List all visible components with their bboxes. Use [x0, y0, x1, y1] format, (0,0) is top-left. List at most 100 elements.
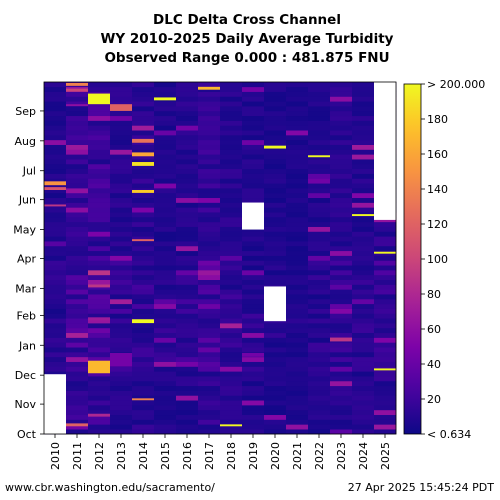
turbidity-event-2015 — [154, 97, 176, 101]
heatmap-cell — [242, 303, 265, 309]
heatmap-cell — [66, 236, 89, 242]
heatmap-cell — [88, 318, 111, 324]
heatmap-cell — [132, 376, 155, 382]
heatmap-cell — [374, 385, 397, 391]
heatmap-cell — [286, 82, 309, 88]
heatmap-cell — [176, 284, 199, 290]
heatmap-cell — [154, 135, 177, 141]
heatmap-cell — [88, 395, 111, 401]
heatmap-cell — [154, 236, 177, 242]
heatmap-cell — [264, 192, 287, 199]
heatmap-cell — [44, 313, 67, 319]
heatmap-cell — [198, 110, 221, 117]
heatmap-cell — [220, 409, 243, 416]
heatmap-cell — [242, 395, 265, 401]
heatmap-cell — [286, 332, 309, 338]
heatmap-cell — [154, 197, 177, 203]
heatmap-cell — [242, 380, 265, 387]
heatmap-cell — [198, 409, 221, 416]
heatmap-cell — [242, 323, 265, 329]
heatmap-cell — [242, 347, 265, 353]
turbidity-event-2013 — [110, 352, 132, 367]
heatmap-cell — [352, 279, 375, 285]
heatmap-cell — [330, 149, 353, 155]
heatmap-cell — [374, 245, 397, 252]
heatmap-cell — [176, 91, 199, 97]
heatmap-cell — [330, 217, 353, 223]
heatmap-cell — [220, 405, 243, 411]
heatmap-cell — [198, 236, 221, 242]
heatmap-cell — [44, 347, 67, 353]
heatmap-cell — [352, 125, 375, 131]
heatmap-cell — [286, 260, 309, 266]
heatmap-cell — [330, 327, 353, 334]
missing-data-2010 — [44, 374, 66, 434]
heatmap-cell — [154, 188, 177, 194]
heatmap-cell — [198, 279, 221, 285]
heatmap-cell — [176, 125, 199, 131]
heatmap-cell — [286, 347, 309, 353]
heatmap-cell — [352, 101, 375, 107]
heatmap-cell — [44, 303, 67, 309]
heatmap-cell — [154, 241, 177, 247]
heatmap-cell — [286, 352, 309, 358]
heatmap-cell — [154, 159, 177, 165]
heatmap-cell — [330, 115, 353, 121]
heatmap-cell — [154, 371, 177, 377]
heatmap-cell — [242, 120, 265, 126]
heatmap-cell — [374, 352, 397, 358]
heatmap-cell — [66, 313, 89, 319]
title-line-2: WY 2010-2025 Daily Average Turbidity — [101, 31, 394, 47]
heatmap-cell — [132, 96, 155, 102]
heatmap-cell — [44, 241, 67, 247]
heatmap-cell — [132, 149, 155, 155]
heatmap-cell — [286, 188, 309, 194]
heatmap-cell — [154, 260, 177, 266]
chart-title: DLC Delta Cross Channel WY 2010-2025 Dail… — [101, 12, 394, 66]
heatmap-cell — [242, 115, 265, 121]
y-tick-label-oct: Oct — [17, 428, 37, 441]
heatmap-cell — [154, 380, 177, 387]
heatmap-cell — [308, 212, 331, 218]
heatmap-cell — [176, 279, 199, 285]
heatmap-cell — [220, 279, 243, 285]
heatmap-cell — [264, 332, 287, 338]
heatmap-cell — [154, 409, 177, 416]
heatmap-cell — [220, 289, 243, 295]
heatmap-cell — [132, 202, 155, 208]
heatmap-cell — [264, 352, 287, 358]
heatmap-cell — [286, 409, 309, 416]
heatmap-cell — [374, 327, 397, 334]
heatmap-cell — [330, 168, 353, 174]
heatmap-cell — [176, 96, 199, 102]
heatmap-cell — [176, 106, 199, 112]
heatmap-cell — [88, 289, 111, 295]
heatmap-cell — [330, 245, 353, 252]
heatmap-cell — [110, 221, 133, 227]
heatmap-cell — [308, 303, 331, 309]
heatmap-cell — [308, 409, 331, 416]
heatmap-cell — [154, 327, 177, 334]
heatmap-cell — [176, 163, 199, 170]
heatmap-cell — [220, 120, 243, 126]
heatmap-cell — [242, 101, 265, 107]
heatmap-cell — [264, 279, 287, 285]
heatmap-cell — [352, 318, 375, 324]
heatmap-cell — [154, 303, 177, 309]
heatmap-cell — [88, 390, 111, 396]
heatmap-cell — [176, 120, 199, 126]
heatmap-cell — [88, 207, 111, 213]
heatmap-cell — [308, 376, 331, 382]
heatmap-cell — [66, 130, 89, 136]
turbidity-event-2012 — [88, 317, 110, 321]
heatmap-cell — [132, 313, 155, 319]
heatmap-cell — [154, 255, 177, 261]
colorbar-tick-label: 20 — [427, 393, 441, 406]
heatmap-cell — [154, 217, 177, 223]
missing-data-2020 — [264, 286, 286, 322]
heatmap-cell — [352, 327, 375, 334]
heatmap-cell — [352, 313, 375, 319]
heatmap-cell — [242, 270, 265, 276]
heatmap-cell — [308, 313, 331, 319]
heatmap-cell — [308, 279, 331, 285]
